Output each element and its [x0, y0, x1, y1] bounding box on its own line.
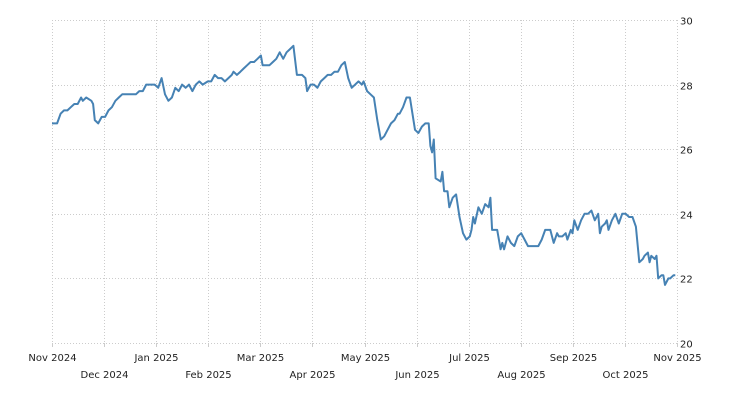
y-tick-label: 28 [680, 82, 693, 93]
x-tick-label: May 2025 [341, 353, 390, 364]
x-tick-label: Jan 2025 [133, 353, 178, 364]
y-tick-label: 22 [680, 275, 693, 286]
x-axis: Nov 2024 Dec 2024 Jan 2025 Feb 2025 Mar 2025… [28, 343, 702, 381]
x-tick-label: Apr 2025 [290, 370, 336, 381]
y-tick-label: 26 [680, 146, 693, 157]
x-tick-label: Oct 2025 [603, 370, 649, 381]
y-axis: 20 22 24 26 28 30 [680, 17, 693, 351]
x-tick-label: Nov 2025 [653, 353, 701, 364]
y-tick-label: 24 [680, 211, 693, 222]
y-tick-label: 20 [680, 340, 693, 351]
x-tick-label: Jul 2025 [448, 353, 490, 364]
x-tick-label: Jun 2025 [394, 370, 439, 381]
y-tick-label: 30 [680, 17, 693, 28]
price-line [52, 44, 676, 286]
x-tick-label: Aug 2025 [497, 370, 545, 381]
x-tick-label: Dec 2024 [81, 370, 129, 381]
x-tick-label: Feb 2025 [185, 370, 231, 381]
x-tick-label: Sep 2025 [550, 353, 597, 364]
grid-lines [52, 20, 678, 344]
x-tick-label: Nov 2024 [28, 353, 76, 364]
x-tick-label: Mar 2025 [237, 353, 285, 364]
